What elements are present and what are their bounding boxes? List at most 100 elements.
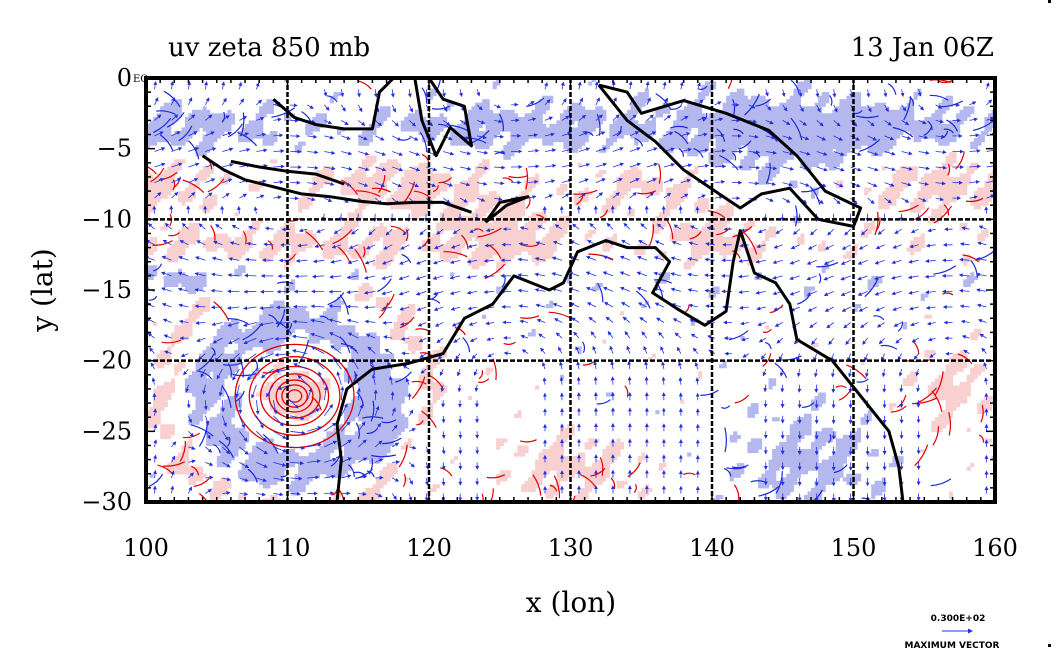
positive-vorticity-cell <box>577 494 582 499</box>
positive-vorticity-cell <box>174 371 179 376</box>
positive-vorticity-cell <box>524 449 529 454</box>
positive-vorticity-cell <box>556 237 561 242</box>
negative-vorticity-cell <box>220 378 225 383</box>
negative-vorticity-cell <box>386 371 391 376</box>
positive-vorticity-cell <box>361 176 366 181</box>
positive-vorticity-cell <box>538 470 543 475</box>
positive-vorticity-cell <box>450 208 455 213</box>
positive-vorticity-cell <box>170 339 175 344</box>
positive-vorticity-cell <box>549 244 554 249</box>
positive-vorticity-cell <box>386 254 391 259</box>
negative-vorticity-cell <box>227 417 232 422</box>
positive-vorticity-cell <box>598 473 603 478</box>
positive-vorticity-cell <box>213 487 218 492</box>
positive-vorticity-cell <box>192 480 197 485</box>
positive-vorticity-cell <box>567 470 572 475</box>
positive-vorticity-cell <box>354 184 359 189</box>
negative-vorticity-cell <box>216 335 221 340</box>
negative-vorticity-cell <box>213 441 218 446</box>
negative-vorticity-cell <box>400 388 405 393</box>
negative-vorticity-cell <box>365 445 370 450</box>
positive-vorticity-cell <box>361 169 366 174</box>
positive-vorticity-cell <box>542 244 547 249</box>
negative-vorticity-cell <box>354 367 359 372</box>
positive-vorticity-cell <box>301 378 306 383</box>
negative-vorticity-cell <box>598 109 603 114</box>
negative-vorticity-cell <box>450 102 455 107</box>
positive-vorticity-cell <box>453 456 458 461</box>
negative-vorticity-cell <box>333 343 338 348</box>
positive-vorticity-cell <box>358 251 363 256</box>
positive-vorticity-cell <box>499 237 504 242</box>
negative-vorticity-cell <box>308 463 313 468</box>
negative-vorticity-cell <box>372 456 377 461</box>
positive-vorticity-cell <box>188 332 193 337</box>
positive-vorticity-cell <box>149 173 154 178</box>
positive-vorticity-cell <box>220 233 225 238</box>
positive-vorticity-cell <box>609 194 614 199</box>
positive-vorticity-cell <box>475 208 480 213</box>
positive-vorticity-cell <box>184 198 189 203</box>
positive-vorticity-cell <box>188 318 193 323</box>
negative-vorticity-cell <box>485 134 490 139</box>
positive-vorticity-cell <box>460 198 465 203</box>
positive-vorticity-cell <box>457 229 462 234</box>
negative-vorticity-cell <box>535 131 540 136</box>
positive-vorticity-cell <box>517 244 522 249</box>
negative-vorticity-cell <box>337 307 342 312</box>
negative-vorticity-cell <box>510 120 515 125</box>
negative-vorticity-cell <box>630 116 635 121</box>
negative-vorticity-cell <box>591 286 596 291</box>
negative-vorticity-cell <box>216 427 221 432</box>
negative-vorticity-cell <box>383 406 388 411</box>
positive-vorticity-cell <box>443 353 448 358</box>
positive-vorticity-cell <box>301 194 306 199</box>
positive-vorticity-cell <box>167 166 172 171</box>
positive-vorticity-cell <box>234 254 239 259</box>
negative-vorticity-cell <box>574 134 579 139</box>
positive-vorticity-cell <box>333 247 338 252</box>
negative-vorticity-cell <box>280 456 285 461</box>
positive-vorticity-cell <box>450 459 455 464</box>
positive-vorticity-cell <box>482 244 487 249</box>
negative-vorticity-cell <box>163 282 168 287</box>
negative-vorticity-cell <box>616 123 621 128</box>
positive-vorticity-cell <box>238 237 243 242</box>
positive-vorticity-cell <box>255 187 260 192</box>
positive-vorticity-cell <box>400 180 405 185</box>
positive-vorticity-cell <box>160 184 165 189</box>
negative-vorticity-cell <box>230 445 235 450</box>
negative-vorticity-cell <box>227 410 232 415</box>
positive-vorticity-cell <box>184 237 189 242</box>
positive-vorticity-cell <box>521 247 526 252</box>
negative-vorticity-cell <box>220 123 225 128</box>
positive-vorticity-cell <box>457 212 462 217</box>
positive-vorticity-cell <box>188 470 193 475</box>
negative-vorticity-cell <box>269 343 274 348</box>
positive-vorticity-cell <box>588 477 593 482</box>
negative-vorticity-cell <box>216 131 221 136</box>
positive-vorticity-cell <box>206 201 211 206</box>
positive-vorticity-cell <box>570 470 575 475</box>
positive-vorticity-cell <box>276 392 281 397</box>
positive-vorticity-cell <box>453 215 458 220</box>
negative-vorticity-cell <box>368 378 373 383</box>
positive-vorticity-cell <box>146 191 151 196</box>
negative-vorticity-cell <box>616 134 621 139</box>
positive-vorticity-cell <box>163 187 168 192</box>
negative-vorticity-cell <box>361 346 366 351</box>
positive-vorticity-cell <box>499 470 504 475</box>
negative-vorticity-cell <box>206 399 211 404</box>
negative-vorticity-cell <box>330 431 335 436</box>
negative-vorticity-cell <box>337 325 342 330</box>
positive-vorticity-cell <box>390 198 395 203</box>
negative-vorticity-cell <box>280 339 285 344</box>
negative-vorticity-cell <box>227 371 232 376</box>
positive-vorticity-cell <box>464 222 469 227</box>
positive-vorticity-cell <box>195 311 200 316</box>
negative-vorticity-cell <box>386 449 391 454</box>
positive-vorticity-cell <box>559 449 564 454</box>
negative-vorticity-cell <box>255 113 260 118</box>
negative-vorticity-cell <box>333 300 338 305</box>
positive-vorticity-cell <box>149 244 154 249</box>
